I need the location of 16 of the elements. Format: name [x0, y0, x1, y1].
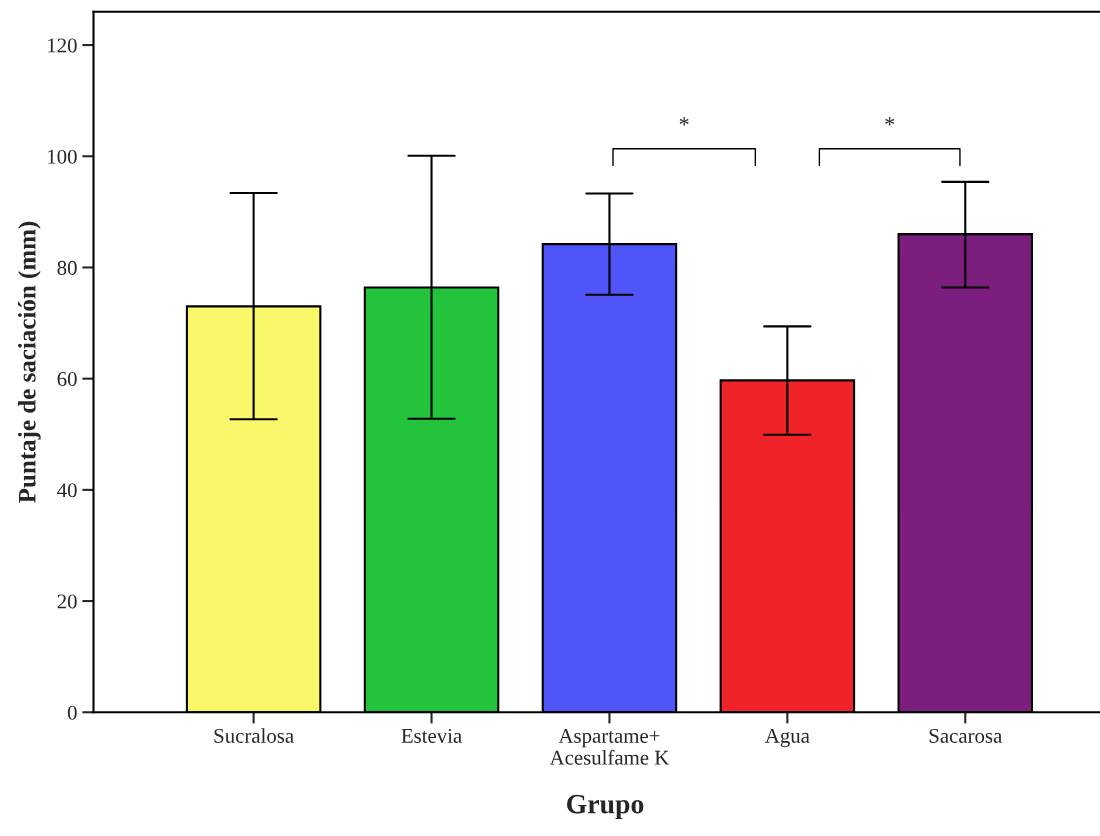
x-tick-label: Aspartame+ Acesulfame K	[549, 728, 670, 765]
y-tick-label: 0	[67, 705, 77, 720]
x-tick-label: Estevia	[401, 728, 462, 743]
y-tick-label: 40	[57, 483, 77, 498]
y-tick-label: 100	[48, 149, 77, 164]
annotation: *	[679, 117, 689, 126]
x-tick-label: Agua	[765, 728, 810, 748]
x-tick-label: Sucralosa	[214, 728, 294, 743]
x-axis-title: Grupo	[567, 794, 644, 820]
y-tick-label: 60	[57, 372, 77, 387]
y-tick-label: 80	[57, 260, 77, 275]
y-tick-label: 20	[57, 594, 77, 609]
x-tick-label: Sacarosa	[929, 728, 1002, 743]
y-axis-title: Puntaje de saciación (mm)	[18, 221, 41, 503]
y-tick-label: 120	[48, 38, 77, 53]
annotation: *	[885, 117, 895, 126]
